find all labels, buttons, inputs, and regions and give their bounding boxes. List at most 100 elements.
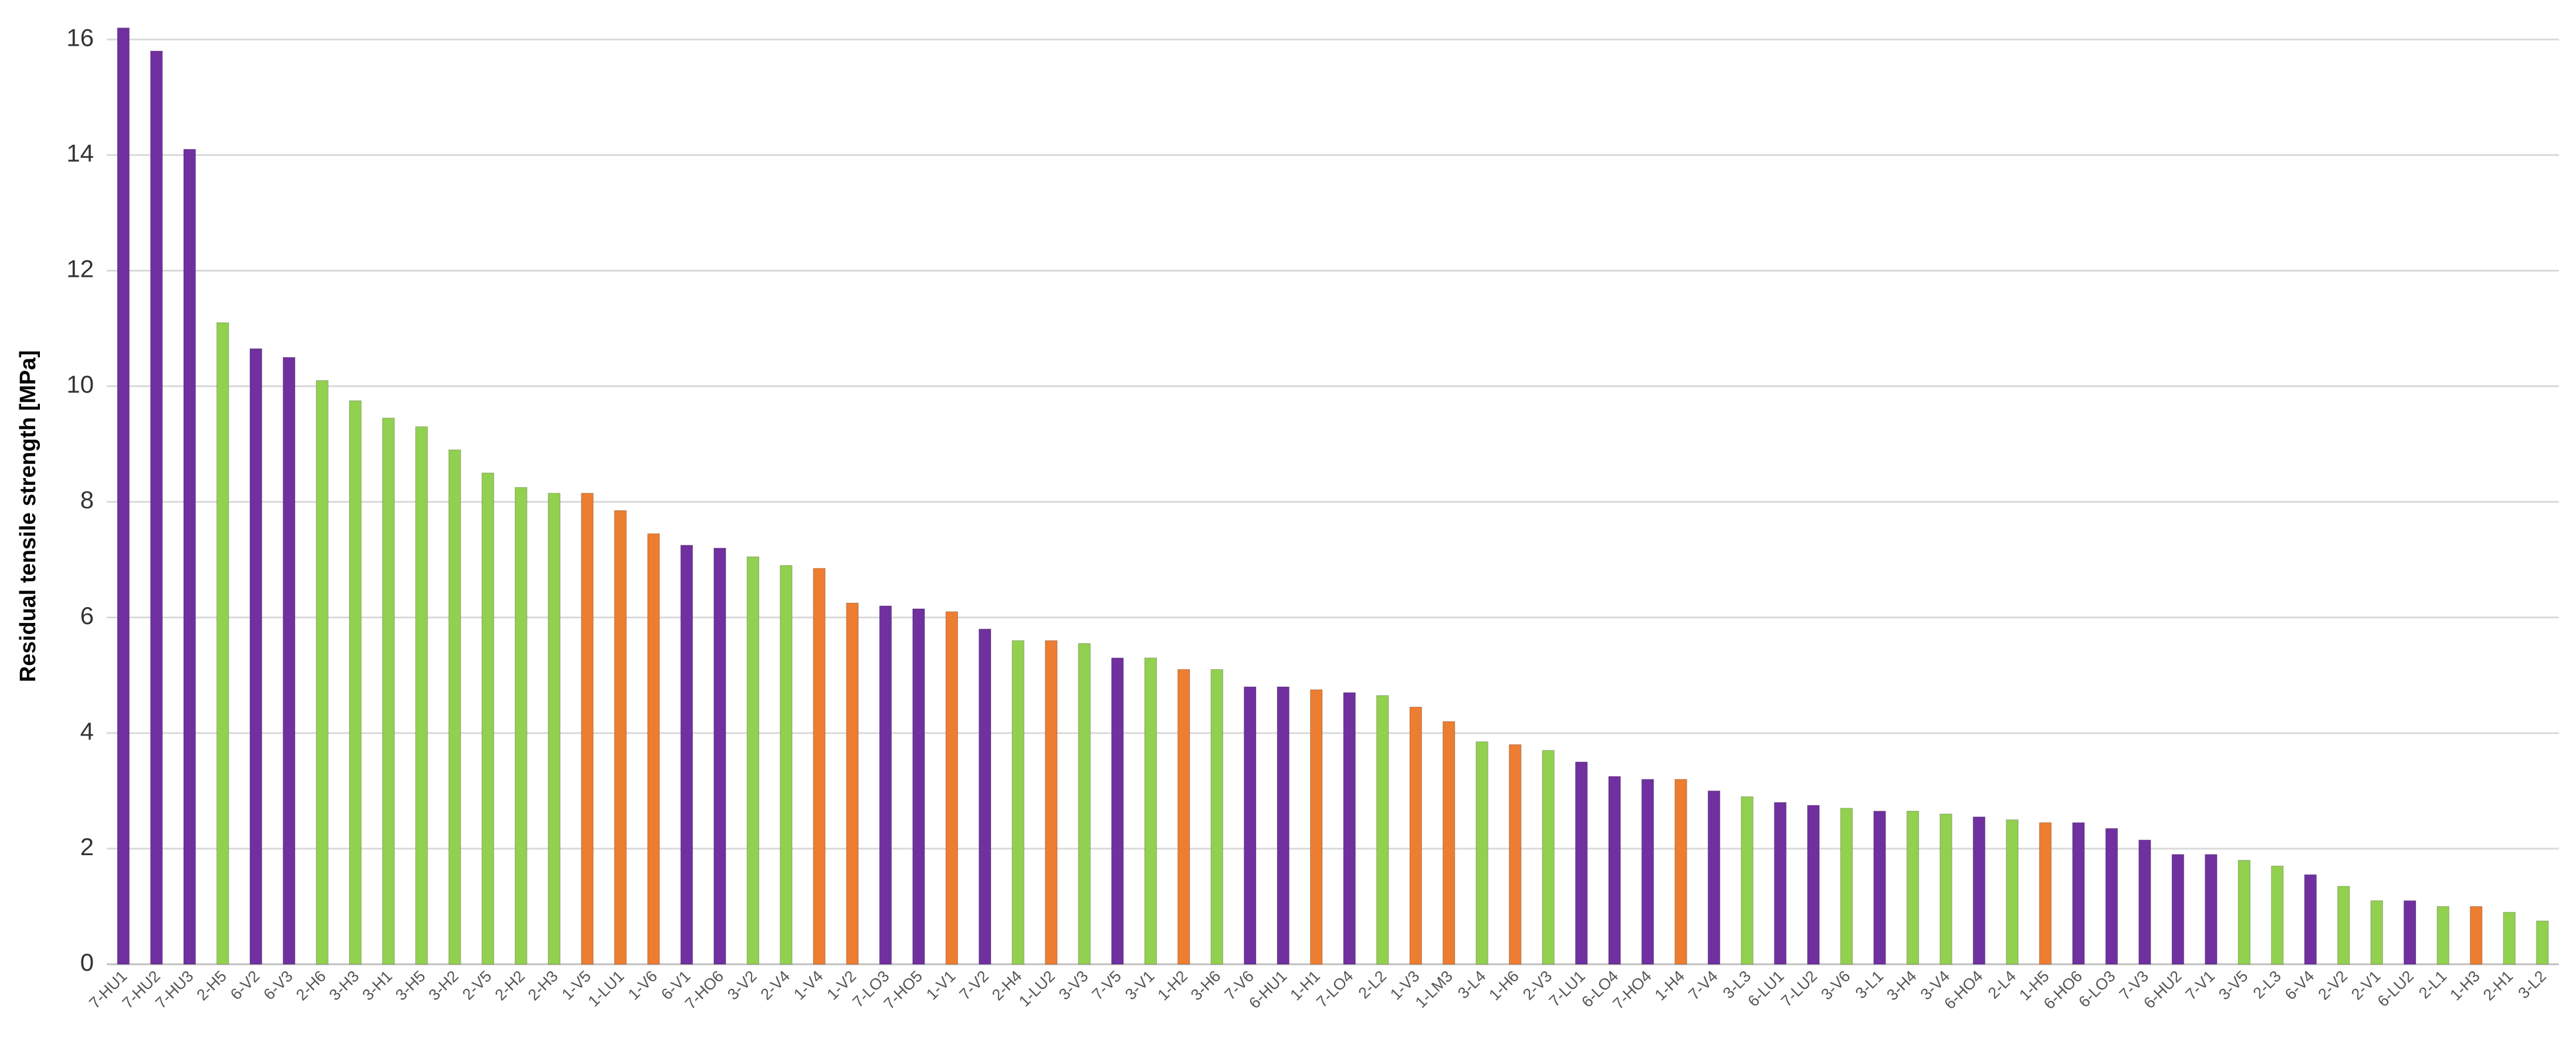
bar bbox=[448, 449, 461, 965]
bar bbox=[2503, 911, 2516, 965]
x-tick-label: 6-V3 bbox=[260, 967, 296, 1004]
bar bbox=[1045, 640, 1058, 965]
bar bbox=[1310, 689, 1323, 965]
x-tick-label: 2-H5 bbox=[193, 967, 230, 1004]
x-tick-label: 6-LO3 bbox=[2075, 967, 2118, 1011]
x-tick-label: 6-V2 bbox=[227, 967, 263, 1004]
bar bbox=[183, 149, 196, 965]
x-tick-label: 7-HO5 bbox=[881, 967, 926, 1012]
x-tick-label: 7-HU3 bbox=[152, 967, 197, 1012]
x-tick-label: 7-HO4 bbox=[1609, 967, 1654, 1012]
x-tick-label: 2-V2 bbox=[2315, 967, 2351, 1004]
x-tick-label: 3-V1 bbox=[1122, 967, 1158, 1004]
x-tick-label: 1-V6 bbox=[625, 967, 661, 1004]
bar bbox=[481, 472, 495, 965]
bar bbox=[979, 628, 991, 965]
x-tick-label: 3-V3 bbox=[1055, 967, 1092, 1004]
bar bbox=[912, 608, 925, 965]
bar bbox=[514, 487, 527, 965]
bar bbox=[1443, 721, 1455, 965]
bar bbox=[1873, 811, 1886, 965]
bar bbox=[713, 547, 726, 965]
y-tick-label: 4 bbox=[80, 717, 94, 745]
bar bbox=[1244, 686, 1257, 965]
x-tick-label: 2-H3 bbox=[524, 967, 561, 1004]
bar bbox=[316, 380, 329, 965]
bar bbox=[216, 322, 229, 965]
x-tick-label: 6-HU2 bbox=[2140, 967, 2185, 1012]
x-tick-label: 2-L4 bbox=[1985, 967, 2019, 1002]
x-tick-label: 6-LU1 bbox=[1745, 967, 1788, 1010]
bar bbox=[1475, 741, 1488, 965]
bar bbox=[249, 348, 262, 965]
y-tick-label: 14 bbox=[66, 139, 94, 167]
x-tick-label: 2-V5 bbox=[459, 967, 495, 1004]
bar bbox=[1177, 669, 1190, 965]
bar bbox=[2039, 822, 2052, 965]
bar bbox=[1409, 706, 1422, 965]
bar bbox=[680, 545, 693, 965]
x-tick-label: 7-V4 bbox=[1685, 967, 1721, 1004]
x-tick-label: 1-H2 bbox=[1154, 967, 1191, 1004]
bar bbox=[1376, 695, 1389, 965]
bar bbox=[945, 611, 959, 965]
x-tick-label: 3-L1 bbox=[1852, 967, 1887, 1002]
y-tick-label: 16 bbox=[66, 23, 94, 51]
bar bbox=[2171, 854, 2185, 965]
x-tick-label: 7-V5 bbox=[1089, 967, 1125, 1004]
bar bbox=[647, 533, 660, 965]
x-tick-label: 1-V1 bbox=[923, 967, 959, 1004]
bar bbox=[813, 568, 826, 965]
bar bbox=[1011, 640, 1025, 965]
bar bbox=[1906, 811, 1920, 965]
bar bbox=[547, 493, 561, 965]
x-tick-label: 3-L2 bbox=[2515, 967, 2550, 1002]
x-tick-label: 2-H1 bbox=[2480, 967, 2517, 1004]
y-tick-label: 0 bbox=[80, 948, 94, 976]
bar bbox=[2404, 900, 2416, 965]
x-tick-label: 6-HO6 bbox=[2040, 967, 2086, 1012]
bar bbox=[2370, 900, 2383, 965]
bar bbox=[1277, 686, 1289, 965]
x-tick-label: 1-LU1 bbox=[585, 967, 628, 1010]
bar bbox=[1707, 790, 1721, 965]
x-tick-label: 2-L2 bbox=[1355, 967, 1390, 1002]
x-tick-label: 7-V2 bbox=[956, 967, 993, 1004]
bar bbox=[1972, 816, 1986, 965]
bar bbox=[1111, 658, 1124, 965]
bar bbox=[2271, 865, 2284, 965]
x-tick-label: 6-LU2 bbox=[2374, 967, 2417, 1010]
bar bbox=[1840, 808, 1853, 965]
bar bbox=[1542, 750, 1555, 965]
bar bbox=[614, 510, 627, 965]
x-tick-label: 3-L4 bbox=[1454, 967, 1489, 1002]
bar bbox=[2105, 828, 2118, 965]
x-tick-label: 1-LU2 bbox=[1015, 967, 1058, 1010]
x-tick-label: 6-HU1 bbox=[1245, 967, 1290, 1012]
bar bbox=[150, 50, 163, 965]
bar bbox=[2304, 874, 2317, 965]
bar bbox=[1741, 796, 1754, 965]
x-tick-label: 6-V4 bbox=[2281, 967, 2318, 1004]
x-tick-label: 1-LM3 bbox=[1412, 967, 1456, 1011]
x-tick-label: 3-V6 bbox=[1817, 967, 1854, 1004]
bar bbox=[348, 400, 362, 965]
bar bbox=[2138, 839, 2151, 965]
x-tick-label: 3-H3 bbox=[326, 967, 363, 1004]
bar bbox=[1078, 643, 1091, 965]
x-tick-label: 2-H6 bbox=[293, 967, 330, 1004]
y-tick-label: 12 bbox=[66, 255, 94, 283]
bar bbox=[283, 357, 296, 965]
bar bbox=[1509, 744, 1522, 965]
bar bbox=[2337, 886, 2350, 965]
bar bbox=[581, 493, 594, 965]
bar bbox=[415, 426, 428, 965]
y-tick-label: 10 bbox=[66, 371, 94, 398]
bar bbox=[2205, 854, 2218, 965]
x-tick-label: 3-H1 bbox=[359, 967, 396, 1004]
x-tick-label: 2-L3 bbox=[2250, 967, 2284, 1002]
bar bbox=[2536, 920, 2549, 965]
x-tick-label: 7-HO6 bbox=[682, 967, 727, 1012]
y-axis-label: Residual tensile strength [MPa] bbox=[16, 350, 40, 682]
